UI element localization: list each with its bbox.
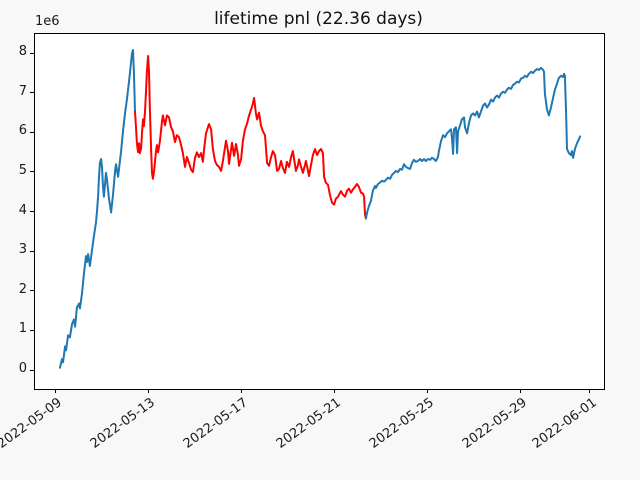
chart-title: lifetime pnl (22.36 days) [214,9,423,29]
y-tick-label: 8 [18,44,27,59]
x-tick-mark [589,389,591,393]
x-tick-mark [333,389,335,393]
pnl-segment-1 [58,49,136,369]
y-tick-label: 1 [18,321,27,337]
y-tick-label: 2 [18,281,27,297]
y-tick-mark [30,211,34,212]
y-tick-mark [30,290,34,292]
x-tick-label: 2022-05-09 [0,395,66,452]
pnl-segment-2 [134,55,367,220]
y-tick-mark [30,92,34,94]
x-tick-mark [54,389,56,393]
x-tick-label: 2022-05-21 [274,395,345,452]
y-tick-mark [30,131,34,133]
y-tick-label: 3 [18,242,27,258]
y-tick-label: 5 [18,162,27,178]
x-tick-mark [519,389,521,393]
y-tick-label: 7 [18,83,27,99]
x-tick-mark [426,389,428,393]
x-tick-label: 2022-06-01 [529,395,600,452]
y-tick-label: 4 [18,202,27,218]
y-axis-offset-label: 1e6 [35,14,60,29]
y-tick-label: 6 [18,123,27,139]
y-tick-label: 0 [18,361,27,376]
pnl-segment-3 [364,66,582,220]
y-tick-mark [30,329,34,331]
x-tick-mark [240,389,242,393]
plot-area [34,33,605,390]
y-tick-mark [30,171,34,173]
x-tick-label: 2022-05-25 [367,395,438,452]
y-tick-mark [30,250,34,252]
x-tick-label: 2022-05-29 [460,395,531,452]
x-tick-mark [147,389,149,393]
pnl-line-chart [58,49,582,369]
x-tick-label: 2022-05-17 [181,395,252,452]
x-tick-label: 2022-05-13 [88,395,159,452]
y-tick-mark [30,369,34,371]
y-tick-mark [30,52,34,54]
